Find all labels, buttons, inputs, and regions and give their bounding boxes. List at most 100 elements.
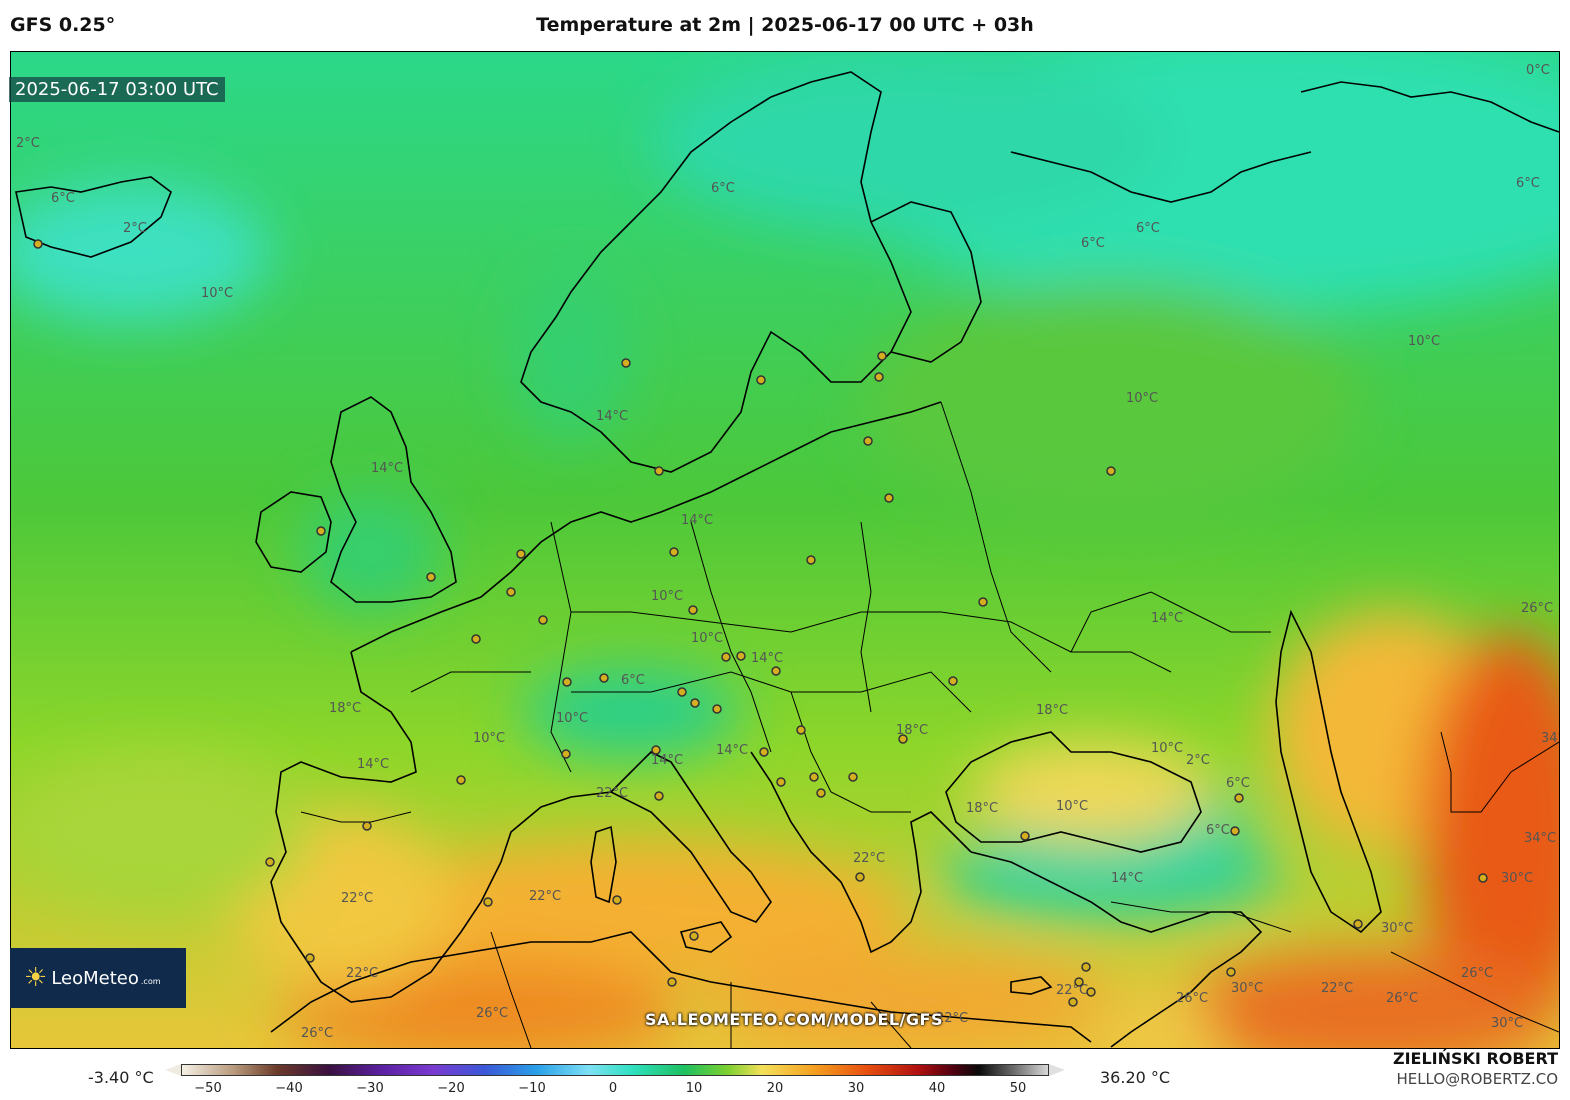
contour-label: 0°C	[1526, 63, 1550, 78]
contour-label: 18°C	[896, 723, 928, 738]
colorbar-tick: 0	[608, 1081, 618, 1096]
city-markers	[33, 239, 1488, 1007]
model-label: GFS 0.25°	[10, 14, 116, 36]
contour-label: 30°C	[1491, 1016, 1523, 1031]
colorbar-max: 36.20 °C	[1100, 1068, 1171, 1087]
city-marker	[483, 897, 493, 907]
city-marker	[690, 698, 700, 708]
city-marker	[874, 372, 884, 382]
contour-label: 10°C	[1408, 334, 1440, 349]
contour-label: 14°C	[716, 743, 748, 758]
contour-label: 22°C	[529, 889, 561, 904]
city-marker	[688, 605, 698, 615]
city-marker	[848, 772, 858, 782]
city-marker	[612, 895, 622, 905]
contour-label: 22°C	[346, 966, 378, 981]
contour-label: 26°C	[1176, 991, 1208, 1006]
colorbar-tick: 20	[766, 1081, 784, 1096]
city-marker	[796, 725, 806, 735]
contour-label: 30°C	[1231, 981, 1263, 996]
contour-label: 22°C	[1056, 983, 1088, 998]
colorbar-tick: −30	[356, 1081, 384, 1096]
city-marker	[538, 615, 548, 625]
author-name: ZIELIŃSKI ROBERT	[1392, 1049, 1558, 1068]
city-marker	[305, 953, 315, 963]
city-marker	[654, 791, 664, 801]
contour-label: 14°C	[1151, 611, 1183, 626]
coastlines	[15, 71, 1559, 1048]
city-marker	[362, 821, 372, 831]
contour-label: 6°C	[1206, 823, 1230, 838]
city-marker	[712, 704, 722, 714]
city-marker	[948, 676, 958, 686]
city-marker	[316, 526, 326, 536]
contour-label: 14°C	[596, 409, 628, 424]
contour-label: 14°C	[371, 461, 403, 476]
colorbar-tick: 50	[1009, 1081, 1027, 1096]
contour-label: 2°C	[1186, 753, 1210, 768]
contour-label: 30°C	[1381, 921, 1413, 936]
contour-labels: 0°C 2°C 6°C 2°C 10°C 6°C 6°C 6°C 6°C 10°…	[16, 63, 1559, 1041]
city-marker	[621, 358, 631, 368]
contour-label: 10°C	[1126, 391, 1158, 406]
city-marker	[1020, 831, 1030, 841]
contour-label: 22°C	[853, 851, 885, 866]
city-marker	[456, 775, 466, 785]
city-marker	[771, 666, 781, 676]
contour-label: 14°C	[651, 753, 683, 768]
contour-label: 10°C	[691, 631, 723, 646]
city-marker	[1478, 873, 1488, 883]
city-marker	[877, 351, 887, 361]
city-marker	[809, 772, 819, 782]
contour-label: 2°C	[16, 136, 40, 151]
contour-label: 18°C	[966, 801, 998, 816]
contour-label: 22°C	[596, 786, 628, 801]
contour-label: 26°C	[1461, 966, 1493, 981]
contour-label: 10°C	[201, 286, 233, 301]
city-marker	[426, 572, 436, 582]
contour-label: 26°C	[1386, 991, 1418, 1006]
contour-label: 10°C	[556, 711, 588, 726]
colorbar-tick: 30	[847, 1081, 865, 1096]
contour-label: 10°C	[473, 731, 505, 746]
city-marker	[806, 555, 816, 565]
city-marker	[776, 777, 786, 787]
chart-title: Temperature at 2m | 2025-06-17 00 UTC + …	[536, 14, 1034, 36]
site-url[interactable]: SA.LEOMETEO.COM/MODEL/GFS	[645, 1010, 943, 1029]
city-marker	[721, 652, 731, 662]
contour-label: 22°C	[1321, 981, 1353, 996]
city-marker	[1353, 919, 1363, 929]
city-marker	[1068, 997, 1078, 1007]
city-marker	[1226, 967, 1236, 977]
city-marker	[471, 634, 481, 644]
contour-label: 30°C	[1501, 871, 1533, 886]
colorbar-tick: 40	[928, 1081, 946, 1096]
colorbar	[165, 1064, 1065, 1076]
contour-label: 26°C	[476, 1006, 508, 1021]
contour-label: 6°C	[621, 673, 645, 688]
temperature-map[interactable]: 0°C 2°C 6°C 2°C 10°C 6°C 6°C 6°C 6°C 10°…	[10, 51, 1560, 1049]
contour-label: 22°C	[341, 891, 373, 906]
leometeo-logo[interactable]: ☀ LeoMeteo .com	[10, 948, 186, 1008]
logo-text: LeoMeteo	[51, 967, 139, 989]
city-marker	[654, 466, 664, 476]
city-marker	[1230, 826, 1240, 836]
contour-label: 34°C	[1524, 831, 1556, 846]
colorbar-gradient	[181, 1064, 1049, 1076]
city-marker	[756, 375, 766, 385]
city-marker	[1081, 962, 1091, 972]
contour-label: 6°C	[1136, 221, 1160, 236]
contour-label: 6°C	[711, 181, 735, 196]
author-email[interactable]: HELLO@ROBERTZ.CO	[1396, 1070, 1558, 1088]
city-marker	[265, 857, 275, 867]
colorbar-tick: −20	[437, 1081, 465, 1096]
contour-label: 6°C	[1081, 236, 1105, 251]
city-marker	[669, 547, 679, 557]
city-marker	[562, 677, 572, 687]
contour-label: 6°C	[1226, 776, 1250, 791]
colorbar-tick: 10	[685, 1081, 703, 1096]
colorbar-tick: −40	[275, 1081, 303, 1096]
city-marker	[736, 651, 746, 661]
contour-label: 14°C	[751, 651, 783, 666]
city-marker	[1234, 793, 1244, 803]
